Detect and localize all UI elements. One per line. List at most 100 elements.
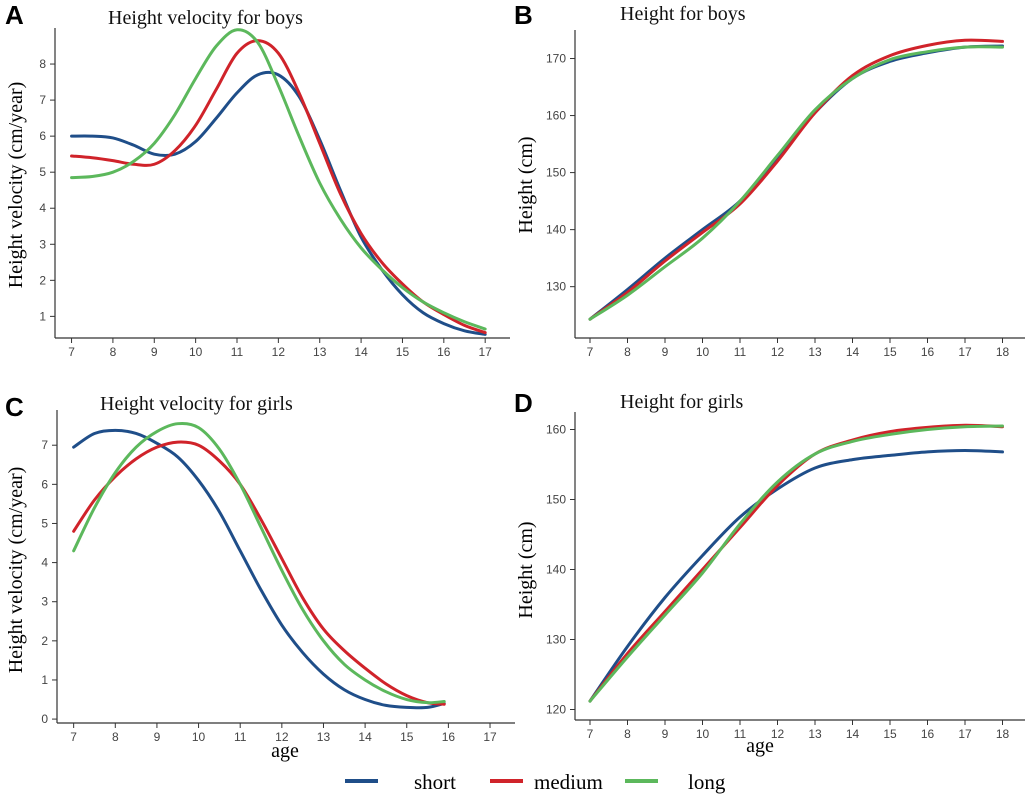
y-tick-label: 170 — [546, 52, 566, 66]
panel-d: D Height for girls Height (cm) age 7 8 9 10… — [514, 388, 1025, 757]
x-tick-label: 12 — [272, 345, 286, 359]
panel-letter-c: C — [5, 392, 24, 422]
x-tick-label: 9 — [662, 727, 669, 741]
series-line-long — [588, 424, 1004, 703]
panel-letter-d: D — [514, 388, 533, 418]
x-tick-label: 11 — [231, 345, 244, 359]
y-tick-label: 3 — [41, 595, 48, 609]
x-tick-label: 17 — [479, 345, 493, 359]
x-tick-label: 13 — [317, 730, 331, 744]
panel-b: B Height for boys Height (cm) 7 8 9 10 11 12 1… — [514, 0, 1025, 359]
x-tick-label: 13 — [808, 727, 822, 741]
series-line-medium — [72, 440, 446, 706]
x-tick-label: 8 — [624, 727, 631, 741]
y-tick-label: 7 — [39, 93, 46, 107]
x-tick-label: 7 — [587, 345, 594, 359]
x-tick-label: 15 — [396, 345, 410, 359]
y-tick-label: 140 — [546, 563, 566, 577]
panel-b-title: Height for boys — [620, 3, 746, 25]
y-tick-label: 130 — [546, 280, 566, 294]
y-tick-label: 160 — [546, 423, 566, 437]
x-tick-label: 10 — [189, 345, 203, 359]
x-tick-label: 18 — [996, 727, 1010, 741]
y-tick-label: 4 — [39, 201, 46, 215]
x-tick-label: 10 — [696, 727, 710, 741]
x-tick-label: 14 — [354, 345, 368, 359]
x-tick-label: 17 — [958, 727, 972, 741]
x-tick-label: 17 — [958, 345, 972, 359]
x-tick-label: 13 — [313, 345, 327, 359]
y-tick-label: 2 — [41, 634, 48, 648]
y-tick-label: 1 — [41, 673, 48, 687]
series-line-long — [70, 28, 487, 331]
panel-c: C Height velocity for girls Height veloc… — [5, 392, 515, 762]
x-tick-label: 12 — [771, 345, 785, 359]
x-tick-label: 11 — [734, 345, 747, 359]
panel-c-xlabel: age — [271, 740, 299, 762]
series-line-long — [588, 45, 1004, 321]
x-tick-label: 13 — [808, 345, 822, 359]
series-line-short — [588, 449, 1004, 703]
x-tick-label: 7 — [70, 730, 77, 744]
x-tick-label: 10 — [696, 345, 710, 359]
x-tick-label: 17 — [483, 730, 497, 744]
series-line-short — [70, 70, 487, 336]
x-tick-label: 12 — [275, 730, 289, 744]
x-tick-label: 16 — [442, 730, 456, 744]
y-tick-label: 2 — [39, 273, 46, 287]
legend-label-long: long — [688, 770, 726, 794]
x-tick-label: 16 — [921, 345, 935, 359]
y-tick-label: 130 — [546, 633, 566, 647]
x-tick-label: 12 — [771, 727, 785, 741]
series-line-long — [72, 421, 446, 705]
x-tick-label: 7 — [68, 345, 75, 359]
x-tick-label: 8 — [112, 730, 119, 744]
legend-label-short: short — [414, 770, 456, 794]
x-tick-label: 15 — [400, 730, 414, 744]
y-tick-label: 6 — [39, 129, 46, 143]
y-tick-label: 1 — [39, 309, 46, 323]
panel-d-title: Height for girls — [620, 391, 744, 413]
y-tick-label: 5 — [39, 165, 46, 179]
x-tick-label: 10 — [192, 730, 206, 744]
panel-a: A Height velocity for boys Height veloci… — [5, 0, 510, 359]
panel-b-marks: 7 8 9 10 11 12 13 14 15 16 17 18 130 140 150 160 170 — [546, 38, 1010, 359]
x-tick-label: 14 — [846, 727, 860, 741]
y-tick-label: 150 — [546, 493, 566, 507]
x-tick-label: 9 — [154, 730, 161, 744]
y-tick-label: 160 — [546, 109, 566, 123]
y-tick-label: 150 — [546, 166, 566, 180]
x-tick-label: 8 — [110, 345, 117, 359]
panel-c-ylabel: Height velocity (cm/year) — [5, 467, 27, 674]
panel-d-ylabel: Height (cm) — [515, 521, 537, 618]
x-tick-label: 15 — [883, 727, 897, 741]
panel-b-ylabel: Height (cm) — [515, 136, 537, 233]
y-tick-label: 120 — [546, 703, 566, 717]
series-line-short — [72, 428, 446, 710]
x-tick-label: 9 — [662, 345, 669, 359]
panel-a-ylabel: Height velocity (cm/year) — [5, 82, 27, 289]
y-tick-label: 6 — [41, 477, 48, 491]
legend: short medium long — [345, 770, 726, 794]
x-tick-label: 14 — [358, 730, 372, 744]
panel-letter-b: B — [514, 0, 533, 30]
x-tick-label: 16 — [921, 727, 935, 741]
x-tick-label: 11 — [734, 727, 747, 741]
y-tick-label: 3 — [39, 237, 46, 251]
y-tick-label: 0 — [41, 712, 48, 726]
panel-c-title: Height velocity for girls — [100, 393, 293, 415]
y-tick-label: 7 — [41, 438, 48, 452]
y-tick-label: 4 — [41, 556, 48, 570]
x-tick-label: 7 — [587, 727, 594, 741]
y-tick-label: 8 — [39, 57, 46, 71]
series-line-medium — [588, 38, 1004, 321]
x-tick-label: 18 — [996, 345, 1010, 359]
x-tick-label: 15 — [883, 345, 897, 359]
panel-letter-a: A — [5, 0, 24, 30]
x-tick-label: 11 — [234, 730, 247, 744]
panel-d-xlabel: age — [746, 735, 774, 757]
x-tick-label: 9 — [151, 345, 158, 359]
